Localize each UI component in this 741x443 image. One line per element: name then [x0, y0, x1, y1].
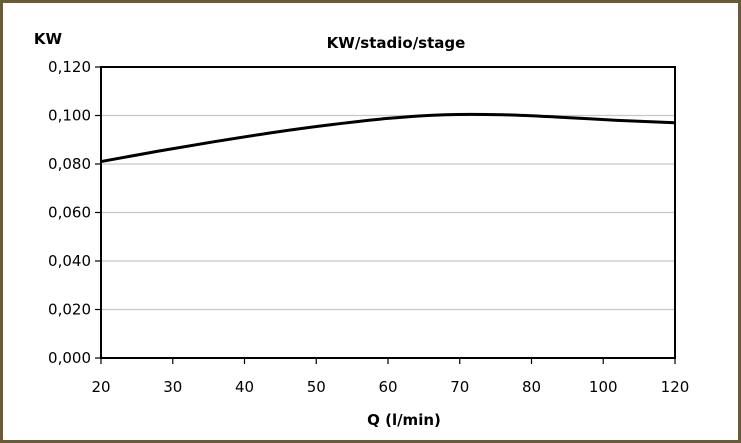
y-tick-label: 0,060 — [48, 204, 91, 222]
x-tick-label: 40 — [235, 378, 254, 396]
x-tick-label: 50 — [307, 378, 326, 396]
x-tick-label: 70 — [450, 378, 469, 396]
x-tick-label: 60 — [378, 378, 397, 396]
x-tick-label: 80 — [522, 378, 541, 396]
y-tick-label: 0,020 — [48, 301, 91, 319]
y-axis-label: KW — [34, 30, 63, 48]
chart-title: KW/stadio/stage — [327, 34, 466, 52]
y-tick-label: 0,040 — [48, 252, 91, 270]
x-tick-label: 120 — [661, 378, 690, 396]
y-tick-label: 0,000 — [48, 349, 91, 367]
x-tick-label: 100 — [589, 378, 618, 396]
x-axis-label: Q (l/min) — [367, 411, 441, 429]
y-tick-label: 0,120 — [48, 58, 91, 76]
y-tick-label: 0,100 — [48, 107, 91, 125]
x-tick-label: 30 — [163, 378, 182, 396]
y-tick-label: 0,080 — [48, 155, 91, 173]
series-line — [100, 112, 676, 164]
plot-area-border — [100, 66, 676, 359]
x-tick-label: 20 — [91, 378, 110, 396]
